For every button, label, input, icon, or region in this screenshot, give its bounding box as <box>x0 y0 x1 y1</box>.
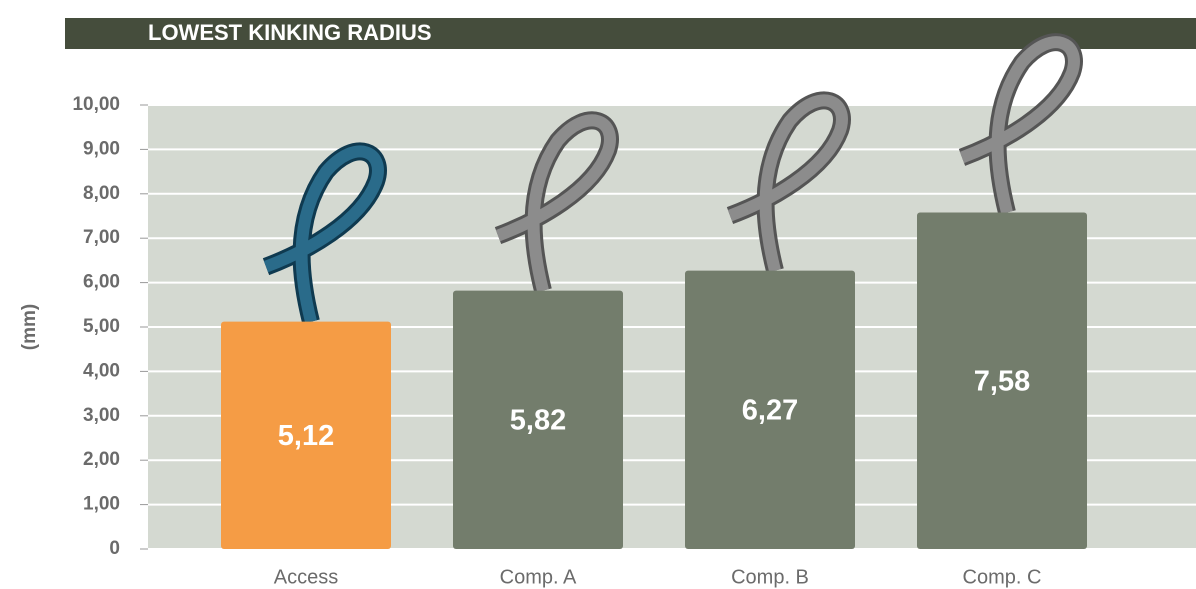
value-label: 6,27 <box>742 394 798 426</box>
y-tick-label: 7,00 <box>83 227 120 248</box>
y-tick-label: 4,00 <box>83 360 120 381</box>
y-tick-label: 10,00 <box>72 94 120 115</box>
y-axis-label: (mm) <box>19 304 40 350</box>
y-tick-label: 8,00 <box>83 183 120 204</box>
x-tick-label: Comp. B <box>731 566 809 588</box>
x-tick-label: Comp. A <box>500 566 577 588</box>
value-label: 7,58 <box>974 365 1030 397</box>
page: {"chart_data": {"type": "bar", "title": … <box>0 0 1196 589</box>
y-tick-label: 1,00 <box>83 494 120 515</box>
chart: LOWEST KINKING RADIUS (mm) 0 1,00 2,00 3,00… <box>0 0 1196 589</box>
y-tick-label: 2,00 <box>83 449 120 470</box>
value-label: 5,12 <box>278 420 334 452</box>
y-tick-label: 9,00 <box>83 138 120 159</box>
value-label: 5,82 <box>510 404 566 436</box>
y-tick-label: 0 <box>109 538 120 559</box>
y-tick-label: 6,00 <box>83 272 120 293</box>
y-tick-label: 3,00 <box>83 405 120 426</box>
x-tick-label: Comp. C <box>963 566 1042 588</box>
x-tick-label: Access <box>274 566 338 588</box>
y-tick-label: 5,00 <box>83 316 120 337</box>
chart-title: LOWEST KINKING RADIUS <box>148 20 432 45</box>
